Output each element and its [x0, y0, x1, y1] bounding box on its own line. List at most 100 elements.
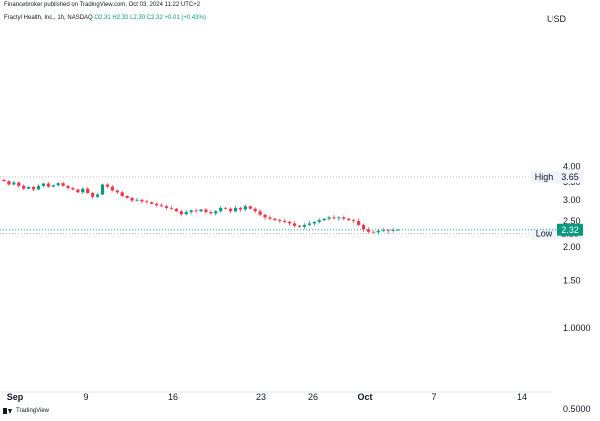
candle-body	[66, 185, 70, 189]
candle-body	[312, 222, 316, 224]
candle-body	[302, 224, 307, 227]
candle-body	[120, 192, 124, 196]
candle-body	[332, 217, 336, 219]
candle-body	[51, 185, 55, 187]
x-tick-label: 16	[168, 392, 178, 402]
candle-body	[366, 229, 371, 232]
last-price-value: 2.32	[561, 225, 579, 235]
x-tick-label: 7	[431, 392, 436, 402]
candle-body	[386, 230, 390, 232]
candle-body	[150, 202, 154, 204]
candle-body	[253, 208, 257, 212]
candle-body	[169, 207, 174, 209]
y-tick-label: 4.00	[563, 161, 581, 171]
high-value-bg	[557, 170, 583, 183]
candle-body	[76, 189, 80, 193]
ohlc-change: +0.01 (+0.43%)	[164, 15, 206, 21]
tradingview-footer: TradingView	[3, 408, 49, 414]
candle-body	[376, 230, 380, 233]
candle-body	[110, 186, 114, 191]
ohlc-high: H2.32	[112, 15, 129, 21]
x-tick-label: Oct	[357, 392, 372, 402]
x-tick-label: 14	[517, 392, 527, 402]
candle-body	[263, 214, 267, 218]
candle-body	[248, 206, 252, 209]
publish-note: Financebroker published on TradingView.c…	[4, 2, 201, 8]
high-label: High	[535, 172, 554, 182]
candle-body	[130, 197, 134, 201]
candle-body	[347, 218, 351, 221]
candle-body	[100, 184, 105, 195]
candle-body	[27, 186, 31, 189]
x-tick-label: 26	[308, 392, 318, 402]
candle-body	[238, 207, 242, 210]
low-label: Low	[536, 228, 553, 238]
candle-body	[199, 209, 203, 212]
candle-body	[164, 206, 169, 208]
candle-body	[243, 206, 247, 210]
candle-body	[233, 207, 238, 212]
candle-body	[288, 222, 292, 224]
candle-body	[155, 203, 159, 206]
symbol-name: Fractyl Health, Inc., 1h, NASDAQ	[4, 15, 93, 21]
candle-body	[283, 221, 287, 223]
candle-body	[322, 218, 326, 221]
candle-body	[91, 193, 95, 197]
footer-brand: TradingView	[16, 408, 50, 414]
candle-body	[219, 207, 223, 212]
candle-body	[174, 208, 178, 212]
candle-body	[214, 211, 218, 214]
x-tick-label: 23	[256, 392, 266, 402]
tradingview-logo-icon	[3, 408, 13, 414]
candle-body	[41, 183, 45, 186]
candle-body	[292, 223, 297, 226]
candle-body	[56, 183, 60, 186]
currency-label: USD	[546, 14, 566, 24]
candle-body	[7, 181, 11, 185]
candle-body	[125, 195, 129, 198]
candle-body	[46, 183, 50, 187]
candle-body	[86, 188, 90, 194]
x-tick-label: Sep	[7, 392, 24, 402]
candle-body	[145, 201, 149, 203]
x-tick-label: 9	[83, 392, 88, 402]
high-value: 3.65	[561, 172, 579, 182]
ohlc-low: L2.30	[130, 15, 146, 21]
y-tick-label: 2.50	[563, 216, 581, 226]
candle-body	[396, 229, 400, 231]
candle-body	[224, 207, 228, 209]
candle-body	[61, 183, 65, 186]
candle-body	[31, 186, 36, 190]
candle-body	[357, 221, 361, 225]
candle-body	[194, 210, 198, 212]
candle-body	[140, 199, 144, 202]
y-tick-label: 1.0000	[563, 323, 591, 333]
candle-body	[228, 208, 233, 212]
candle-body	[115, 190, 119, 193]
y-tick-label: 0.5000	[563, 404, 591, 414]
candle-body	[258, 211, 262, 215]
candle-body	[105, 184, 110, 187]
candle-body	[22, 185, 26, 189]
candle-body	[17, 182, 21, 186]
last-price-badge	[557, 223, 583, 236]
candle-body	[317, 220, 321, 223]
candle-body	[209, 212, 213, 214]
y-tick-label: 2.00	[563, 242, 581, 252]
candle-body	[337, 217, 341, 219]
candle-body	[204, 209, 208, 213]
candle-body	[371, 231, 375, 233]
candle-body	[278, 220, 282, 222]
candle-body	[71, 188, 75, 190]
low-label-bg	[531, 227, 557, 240]
candle-body	[361, 224, 366, 230]
candle-body	[184, 212, 188, 215]
candle-body	[381, 230, 385, 232]
candle-body	[391, 229, 395, 231]
symbol-legend: Fractyl Health, Inc., 1h, NASDAQ O2.31 H…	[4, 15, 206, 21]
candle-body	[179, 211, 183, 215]
high-label-bg	[531, 170, 557, 183]
candle-body	[268, 217, 272, 219]
candle-body	[2, 179, 6, 182]
